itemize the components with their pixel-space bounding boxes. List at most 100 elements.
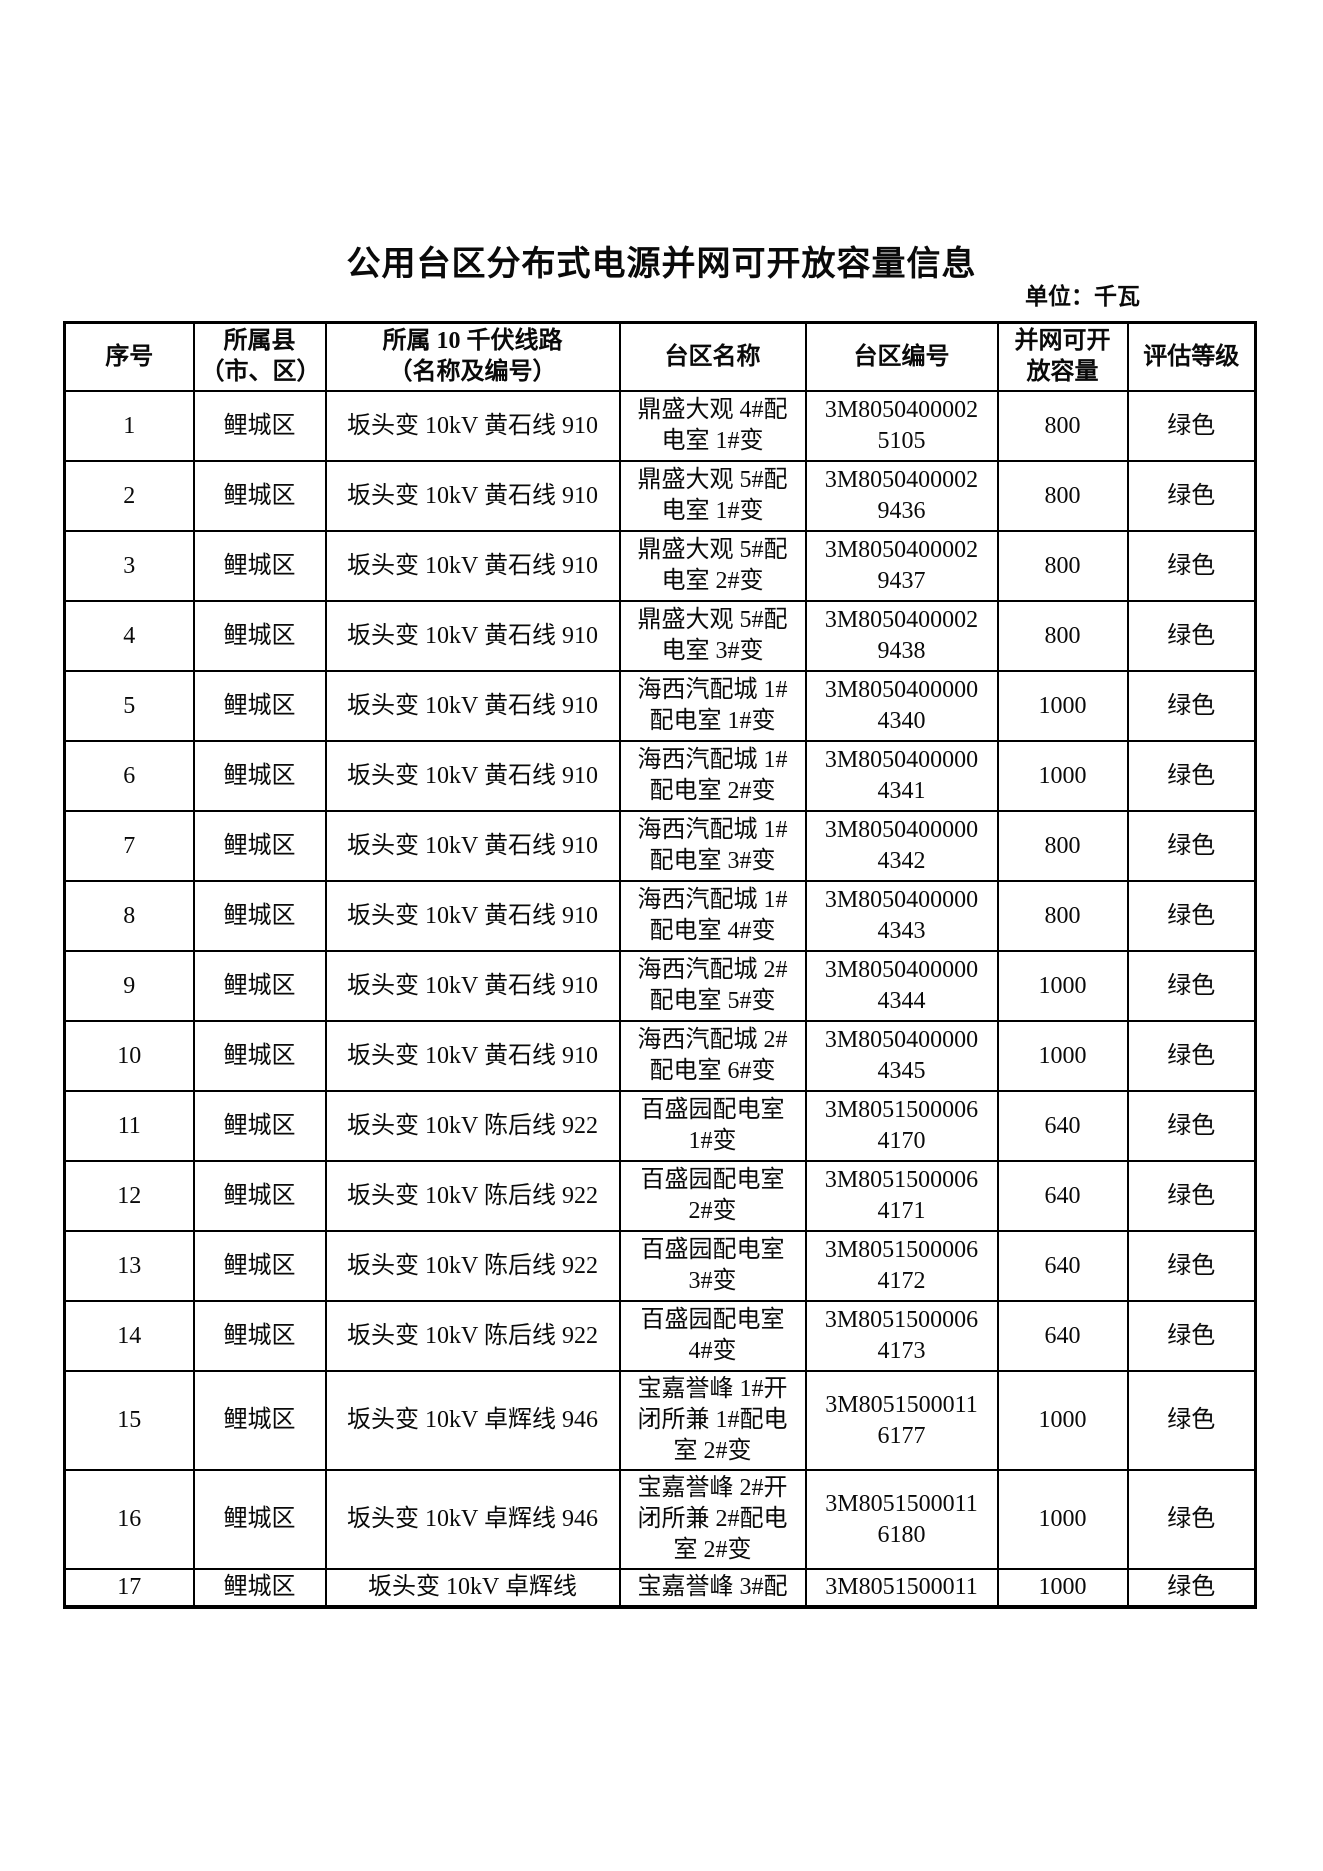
cell-seq: 1 [63, 390, 195, 462]
cell-line: 坂头变 10kV 黄石线 910 [324, 670, 621, 742]
cell-capacity: 1000 [996, 1568, 1129, 1608]
cell-seq: 11 [63, 1090, 195, 1162]
cell-capacity: 800 [996, 810, 1129, 882]
cell-line: 坂头变 10kV 陈后线 922 [324, 1160, 621, 1232]
cell-district: 鲤城区 [192, 1300, 327, 1372]
cell-district: 鲤城区 [192, 1020, 327, 1092]
cell-seq: 13 [63, 1230, 195, 1302]
cell-grade: 绿色 [1126, 390, 1257, 462]
cell-capacity: 640 [996, 1230, 1129, 1302]
cell-grade: 绿色 [1126, 810, 1257, 882]
cell-station: 宝嘉誉峰 3#配 [618, 1568, 807, 1608]
cell-district: 鲤城区 [192, 1568, 327, 1608]
cell-station-id: 3M80515000064171 [804, 1160, 999, 1232]
cell-station: 百盛园配电室 4#变 [618, 1300, 807, 1372]
header-cell-seq: 序号 [63, 321, 195, 392]
cell-station-id: 3M80504000029437 [804, 530, 999, 602]
header-cell-line: 所属 10 千伏线路 （名称及编号） [324, 321, 621, 392]
cell-capacity: 800 [996, 880, 1129, 952]
cell-grade: 绿色 [1126, 1160, 1257, 1232]
cell-district: 鲤城区 [192, 740, 327, 812]
header-cell-grade: 评估等级 [1126, 321, 1257, 392]
table-header: 序号 所属县 （市、区） 所属 10 千伏线路 （名称及编号） 台区名称 台区编… [63, 321, 1257, 392]
cell-seq: 5 [63, 670, 195, 742]
cell-district: 鲤城区 [192, 1230, 327, 1302]
cell-grade: 绿色 [1126, 1090, 1257, 1162]
cell-capacity: 800 [996, 530, 1129, 602]
cell-line: 坂头变 10kV 黄石线 910 [324, 810, 621, 882]
cell-grade: 绿色 [1126, 1230, 1257, 1302]
cell-district: 鲤城区 [192, 390, 327, 462]
cell-station-id: 3M80515000116180 [804, 1469, 999, 1570]
cell-capacity: 640 [996, 1160, 1129, 1232]
header-row: 序号 所属县 （市、区） 所属 10 千伏线路 （名称及编号） 台区名称 台区编… [63, 321, 1257, 392]
table-row: 2 鲤城区 坂头变 10kV 黄石线 910 鼎盛大观 5#配电室 1#变 3M… [63, 460, 1257, 532]
table-row: 3 鲤城区 坂头变 10kV 黄石线 910 鼎盛大观 5#配电室 2#变 3M… [63, 530, 1257, 602]
cell-station-id: 3M80504000004344 [804, 950, 999, 1022]
table-row: 8 鲤城区 坂头变 10kV 黄石线 910 海西汽配城 1#配电室 4#变 3… [63, 880, 1257, 952]
table-row: 1 鲤城区 坂头变 10kV 黄石线 910 鼎盛大观 4#配电室 1#变 3M… [63, 390, 1257, 462]
cell-district: 鲤城区 [192, 1160, 327, 1232]
cell-line: 坂头变 10kV 陈后线 922 [324, 1230, 621, 1302]
table-row: 9 鲤城区 坂头变 10kV 黄石线 910 海西汽配城 2#配电室 5#变 3… [63, 950, 1257, 1022]
table-row: 12 鲤城区 坂头变 10kV 陈后线 922 百盛园配电室 2#变 3M805… [63, 1160, 1257, 1232]
cell-grade: 绿色 [1126, 1020, 1257, 1092]
cell-seq: 14 [63, 1300, 195, 1372]
table-row: 15 鲤城区 坂头变 10kV 卓辉线 946 宝嘉誉峰 1#开闭所兼 1#配电… [63, 1370, 1257, 1471]
cell-station-id: 3M8051500011 [804, 1568, 999, 1608]
cell-station: 海西汽配城 2#配电室 5#变 [618, 950, 807, 1022]
cell-grade: 绿色 [1126, 530, 1257, 602]
cell-seq: 6 [63, 740, 195, 812]
cell-station-id: 3M80515000064173 [804, 1300, 999, 1372]
cell-district: 鲤城区 [192, 810, 327, 882]
cell-station-id: 3M80515000064172 [804, 1230, 999, 1302]
cell-station: 宝嘉誉峰 1#开闭所兼 1#配电室 2#变 [618, 1370, 807, 1471]
table-row: 14 鲤城区 坂头变 10kV 陈后线 922 百盛园配电室 4#变 3M805… [63, 1300, 1257, 1372]
cell-station-id: 3M80504000004340 [804, 670, 999, 742]
table-row: 6 鲤城区 坂头变 10kV 黄石线 910 海西汽配城 1#配电室 2#变 3… [63, 740, 1257, 812]
cell-capacity: 1000 [996, 1370, 1129, 1471]
cell-seq: 2 [63, 460, 195, 532]
cell-district: 鲤城区 [192, 950, 327, 1022]
cell-station: 海西汽配城 2#配电室 6#变 [618, 1020, 807, 1092]
cell-station-id: 3M80504000004345 [804, 1020, 999, 1092]
cell-seq: 4 [63, 600, 195, 672]
cell-capacity: 640 [996, 1090, 1129, 1162]
cell-station: 鼎盛大观 5#配电室 2#变 [618, 530, 807, 602]
table-row: 4 鲤城区 坂头变 10kV 黄石线 910 鼎盛大观 5#配电室 3#变 3M… [63, 600, 1257, 672]
cell-station: 鼎盛大观 4#配电室 1#变 [618, 390, 807, 462]
cell-district: 鲤城区 [192, 460, 327, 532]
cell-grade: 绿色 [1126, 1370, 1257, 1471]
cell-station: 海西汽配城 1#配电室 4#变 [618, 880, 807, 952]
cell-grade: 绿色 [1126, 880, 1257, 952]
capacity-table: 序号 所属县 （市、区） 所属 10 千伏线路 （名称及编号） 台区名称 台区编… [63, 321, 1257, 1609]
header-cell-station-id: 台区编号 [804, 321, 999, 392]
header-cell-capacity: 并网可开 放容量 [996, 321, 1129, 392]
cell-grade: 绿色 [1126, 670, 1257, 742]
cell-station-id: 3M80515000116177 [804, 1370, 999, 1471]
cell-line: 坂头变 10kV 黄石线 910 [324, 950, 621, 1022]
cell-line: 坂头变 10kV 卓辉线 946 [324, 1370, 621, 1471]
cell-station-id: 3M80504000029436 [804, 460, 999, 532]
cell-station: 鼎盛大观 5#配电室 3#变 [618, 600, 807, 672]
cell-seq: 3 [63, 530, 195, 602]
cell-district: 鲤城区 [192, 530, 327, 602]
cell-line: 坂头变 10kV 黄石线 910 [324, 530, 621, 602]
cell-capacity: 1000 [996, 740, 1129, 812]
table-row: 13 鲤城区 坂头变 10kV 陈后线 922 百盛园配电室 3#变 3M805… [63, 1230, 1257, 1302]
header-cell-station: 台区名称 [618, 321, 807, 392]
cell-station: 宝嘉誉峰 2#开闭所兼 2#配电室 2#变 [618, 1469, 807, 1570]
cell-station-id: 3M80504000025105 [804, 390, 999, 462]
cell-station: 海西汽配城 1#配电室 1#变 [618, 670, 807, 742]
cell-seq: 7 [63, 810, 195, 882]
cell-station: 海西汽配城 1#配电室 3#变 [618, 810, 807, 882]
cell-seq: 17 [63, 1568, 195, 1608]
cell-capacity: 1000 [996, 1020, 1129, 1092]
cell-line: 坂头变 10kV 卓辉线 [324, 1568, 621, 1608]
cell-station: 鼎盛大观 5#配电室 1#变 [618, 460, 807, 532]
cell-grade: 绿色 [1126, 1568, 1257, 1608]
cell-district: 鲤城区 [192, 1469, 327, 1570]
cell-grade: 绿色 [1126, 740, 1257, 812]
cell-capacity: 640 [996, 1300, 1129, 1372]
table-body: 1 鲤城区 坂头变 10kV 黄石线 910 鼎盛大观 4#配电室 1#变 3M… [63, 390, 1257, 1608]
